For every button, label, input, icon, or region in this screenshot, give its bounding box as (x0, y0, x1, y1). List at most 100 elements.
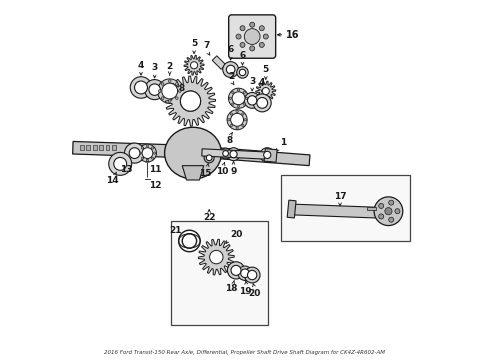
Polygon shape (198, 239, 234, 275)
Text: 5: 5 (263, 65, 269, 74)
Polygon shape (212, 56, 226, 69)
Circle shape (259, 26, 264, 31)
Polygon shape (73, 141, 181, 158)
Circle shape (262, 87, 270, 95)
Text: 1: 1 (280, 138, 286, 147)
Circle shape (142, 148, 153, 158)
Circle shape (191, 62, 197, 69)
Circle shape (229, 97, 231, 99)
Circle shape (231, 265, 241, 275)
Circle shape (237, 67, 248, 78)
Circle shape (379, 203, 384, 208)
Circle shape (242, 125, 244, 127)
Circle shape (395, 209, 400, 214)
Circle shape (236, 111, 238, 113)
Circle shape (175, 82, 178, 85)
Text: 14: 14 (106, 176, 119, 185)
Circle shape (223, 150, 228, 156)
Text: 3: 3 (151, 63, 158, 72)
Circle shape (161, 97, 164, 100)
Polygon shape (184, 55, 204, 75)
Circle shape (240, 42, 245, 48)
Circle shape (231, 113, 244, 126)
Text: 20: 20 (230, 230, 243, 239)
Text: 11: 11 (149, 165, 161, 174)
Text: 4: 4 (138, 60, 144, 69)
Circle shape (237, 89, 240, 91)
Circle shape (236, 34, 241, 39)
Circle shape (204, 153, 214, 163)
Circle shape (151, 157, 154, 159)
Circle shape (180, 91, 201, 111)
Circle shape (158, 90, 161, 93)
Circle shape (244, 118, 246, 121)
Circle shape (139, 144, 156, 162)
Circle shape (230, 113, 232, 115)
Circle shape (260, 148, 274, 162)
Circle shape (250, 22, 255, 27)
Circle shape (232, 91, 234, 94)
Circle shape (162, 83, 177, 99)
Text: 9: 9 (230, 167, 237, 176)
FancyBboxPatch shape (229, 15, 276, 58)
Circle shape (147, 145, 148, 147)
Circle shape (129, 148, 140, 158)
Circle shape (389, 217, 394, 222)
Circle shape (223, 62, 239, 77)
Circle shape (168, 80, 171, 82)
Text: 17: 17 (334, 192, 346, 201)
Circle shape (247, 270, 257, 280)
Circle shape (236, 127, 238, 129)
Circle shape (264, 151, 271, 158)
FancyBboxPatch shape (106, 145, 109, 150)
Circle shape (247, 96, 257, 105)
Text: 2016 Ford Transit-150 Rear Axle, Differential, Propeller Shaft Drive Shaft Diagr: 2016 Ford Transit-150 Rear Axle, Differe… (104, 350, 386, 355)
Circle shape (149, 84, 160, 95)
Polygon shape (202, 149, 267, 159)
Circle shape (178, 90, 181, 93)
FancyBboxPatch shape (93, 145, 97, 150)
Circle shape (135, 81, 147, 94)
FancyBboxPatch shape (112, 145, 116, 150)
Text: 12: 12 (149, 181, 161, 190)
Circle shape (227, 262, 245, 279)
Circle shape (226, 65, 235, 74)
FancyBboxPatch shape (99, 145, 103, 150)
Circle shape (141, 147, 144, 149)
Circle shape (180, 91, 200, 111)
Polygon shape (193, 146, 310, 166)
Circle shape (168, 100, 171, 103)
Text: 6: 6 (239, 51, 245, 60)
Circle shape (228, 118, 230, 121)
Circle shape (175, 97, 178, 100)
Circle shape (239, 69, 245, 76)
Circle shape (230, 150, 237, 158)
Circle shape (379, 214, 384, 219)
Circle shape (206, 155, 212, 161)
Text: 16: 16 (286, 30, 300, 40)
Circle shape (238, 266, 252, 280)
Circle shape (259, 42, 264, 48)
Polygon shape (182, 166, 204, 180)
Text: 3: 3 (249, 77, 255, 86)
Circle shape (147, 159, 148, 161)
Circle shape (151, 147, 154, 149)
Text: 2: 2 (167, 62, 173, 71)
Circle shape (210, 251, 223, 264)
FancyBboxPatch shape (281, 175, 410, 241)
Text: 15: 15 (199, 168, 212, 177)
Text: 18: 18 (225, 284, 238, 293)
Ellipse shape (165, 127, 221, 179)
Text: 6: 6 (227, 45, 234, 54)
Circle shape (227, 148, 240, 161)
Text: 21: 21 (169, 225, 181, 234)
Circle shape (263, 34, 269, 39)
Circle shape (232, 103, 234, 105)
Text: 8: 8 (226, 136, 233, 145)
Circle shape (114, 157, 126, 170)
FancyBboxPatch shape (172, 221, 269, 325)
Text: 20: 20 (248, 289, 261, 298)
Text: 2: 2 (228, 72, 234, 81)
FancyBboxPatch shape (87, 145, 90, 150)
Circle shape (182, 234, 196, 248)
